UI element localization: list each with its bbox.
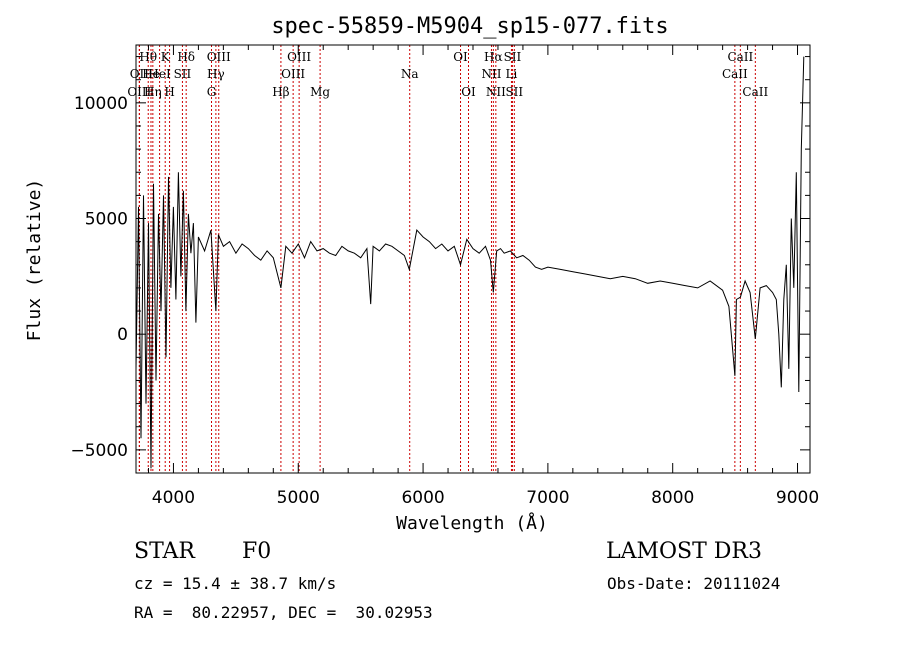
line-label: G bbox=[207, 85, 217, 99]
object-subclass: F0 bbox=[242, 539, 272, 564]
line-label: CaII bbox=[727, 50, 753, 64]
plot-frame bbox=[135, 44, 811, 474]
y-tick-label: 10000 bbox=[74, 94, 128, 114]
redshift-text: cz = 15.4 ± 38.7 km/s bbox=[134, 574, 337, 593]
line-label: OI bbox=[453, 50, 468, 64]
line-label: Mg bbox=[310, 85, 330, 99]
line-label: He bbox=[142, 67, 160, 81]
line-label: K bbox=[161, 50, 171, 64]
x-tick-label: 7000 bbox=[526, 488, 569, 508]
y-tick-label: 5000 bbox=[85, 210, 128, 230]
survey-name: LAMOST DR3 bbox=[606, 539, 762, 564]
line-label: OIII bbox=[207, 50, 231, 64]
x-tick-label: 4000 bbox=[152, 488, 195, 508]
line-label: HeI bbox=[148, 67, 171, 81]
line-label: OIII bbox=[127, 85, 151, 99]
y-axis-label: Flux (relative) bbox=[24, 179, 45, 342]
x-tick-label: 8000 bbox=[651, 488, 694, 508]
line-label: CaII bbox=[722, 67, 748, 81]
line-labels: Hθ OII OIII He Hη K HeI H Hδ SII OIII Hγ G Hβ OIII OIII… bbox=[127, 50, 768, 99]
line-label: CaII bbox=[742, 85, 768, 99]
x-tick-label: 6000 bbox=[401, 488, 444, 508]
obs-date: Obs-Date: 20111024 bbox=[607, 574, 781, 593]
line-label: Hα bbox=[484, 50, 503, 64]
line-label: OI bbox=[461, 85, 476, 99]
chart-title: spec-55859-M5904_sp15-077.fits bbox=[271, 14, 668, 39]
line-label: Li bbox=[506, 67, 518, 81]
y-tick-label: −5000 bbox=[70, 441, 128, 461]
line-label: Hθ bbox=[139, 50, 157, 64]
line-markers bbox=[138, 45, 756, 473]
x-axis-label: Wavelength (Å) bbox=[396, 512, 548, 534]
line-label: Hγ bbox=[207, 67, 225, 81]
line-label: SII bbox=[504, 50, 522, 64]
x-tick-label: 5000 bbox=[277, 488, 320, 508]
line-label: SII bbox=[174, 67, 192, 81]
x-tick-label: 9000 bbox=[776, 488, 819, 508]
line-label: NII bbox=[486, 85, 506, 99]
line-label: Na bbox=[401, 67, 419, 81]
line-label: Hβ bbox=[272, 85, 289, 99]
line-label: OIII bbox=[287, 50, 311, 64]
object-class: STAR bbox=[134, 539, 195, 564]
ra-dec: RA = 80.22957, DEC = 30.02953 bbox=[134, 603, 433, 622]
y-tick-label: 0 bbox=[117, 325, 128, 345]
y-axis: −5000 0 5000 10000 bbox=[70, 56, 810, 474]
line-label: OII bbox=[130, 67, 150, 81]
line-label: Hη bbox=[144, 85, 162, 99]
spectrum-line bbox=[135, 56, 805, 469]
x-axis: 4000 5000 6000 7000 8000 9000 bbox=[147, 45, 819, 508]
line-label: H bbox=[164, 85, 174, 99]
line-label: SII bbox=[505, 85, 523, 99]
line-label: OIII bbox=[281, 67, 305, 81]
line-label: Hδ bbox=[177, 50, 195, 64]
line-label: NII bbox=[481, 67, 501, 81]
